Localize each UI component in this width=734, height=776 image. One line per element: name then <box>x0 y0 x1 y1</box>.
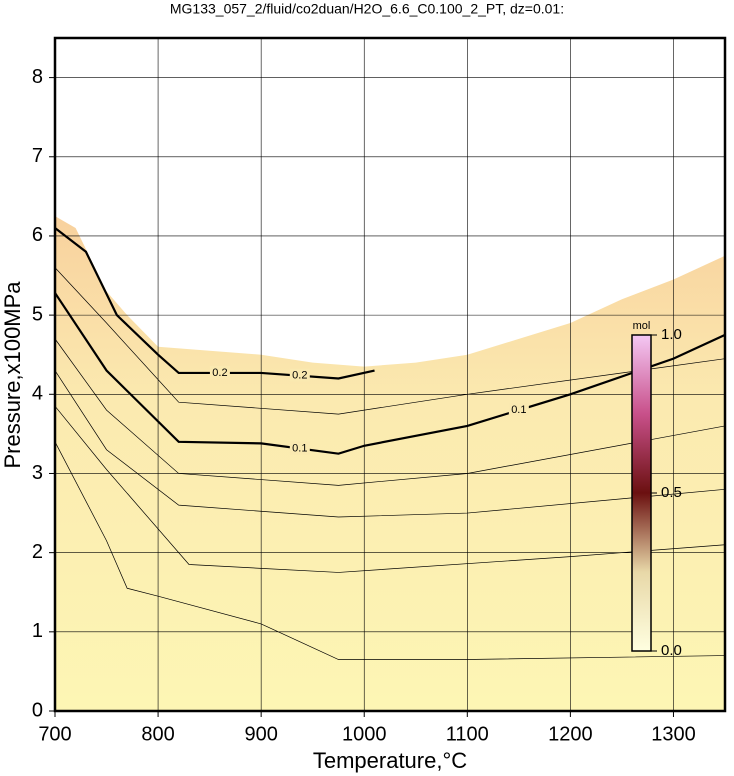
contour-label: 0.2 <box>292 370 307 382</box>
colorbar-tick-label: 0.0 <box>661 642 682 659</box>
x-tick-label: 800 <box>141 723 174 745</box>
x-tick-label: 700 <box>38 723 71 745</box>
y-tick-label: 8 <box>32 66 43 88</box>
y-tick-label: 7 <box>32 145 43 167</box>
contour-line <box>54 370 726 518</box>
y-tick-label: 5 <box>32 303 43 325</box>
contour-label: 0.1 <box>511 404 526 416</box>
contour-label: 0.2 <box>212 367 227 379</box>
x-tick-label: 1200 <box>548 723 593 745</box>
contour-label-bg <box>289 441 310 455</box>
y-tick-label: 0 <box>32 699 43 721</box>
y-tick-label: 1 <box>32 620 43 642</box>
x-tick-label: 1300 <box>651 723 696 745</box>
contour-line <box>54 227 375 380</box>
colorbar-tick-label: 0.5 <box>661 484 682 501</box>
y-tick-label: 6 <box>32 224 43 246</box>
y-tick-label: 4 <box>32 383 43 405</box>
y-tick-label: 3 <box>32 462 43 484</box>
y-tick-label: 2 <box>32 541 43 563</box>
contour-line <box>54 292 726 455</box>
x-tick-label: 1000 <box>342 723 387 745</box>
plot-frame <box>53 36 727 713</box>
colorbar <box>631 334 652 652</box>
contour-label: 0.1 <box>292 442 307 454</box>
y-axis-label: Pressure,x100MPa <box>0 281 25 469</box>
x-tick-label: 1100 <box>446 723 489 745</box>
contour-label-bg <box>209 365 230 379</box>
contour-line <box>54 267 726 415</box>
x-axis-label: Temperature,°C <box>313 748 467 773</box>
colorbar-label: mol <box>633 320 651 332</box>
colorbar-tick-label: 1.0 <box>661 326 682 343</box>
chart-title: MG133_057_2/fluid/co2duan/H2O_6.6_C0.100… <box>170 1 564 17</box>
data-region <box>55 216 725 711</box>
contour-label-bg <box>289 368 310 382</box>
contour-line <box>54 405 726 573</box>
contour-label-bg <box>508 403 529 417</box>
x-tick-label: 900 <box>244 723 277 745</box>
contour-line <box>54 441 726 660</box>
contour-line <box>54 338 726 486</box>
